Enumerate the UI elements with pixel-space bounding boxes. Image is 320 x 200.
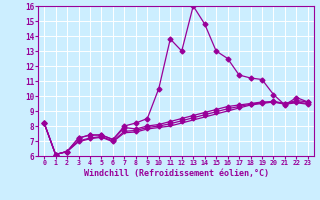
X-axis label: Windchill (Refroidissement éolien,°C): Windchill (Refroidissement éolien,°C) bbox=[84, 169, 268, 178]
